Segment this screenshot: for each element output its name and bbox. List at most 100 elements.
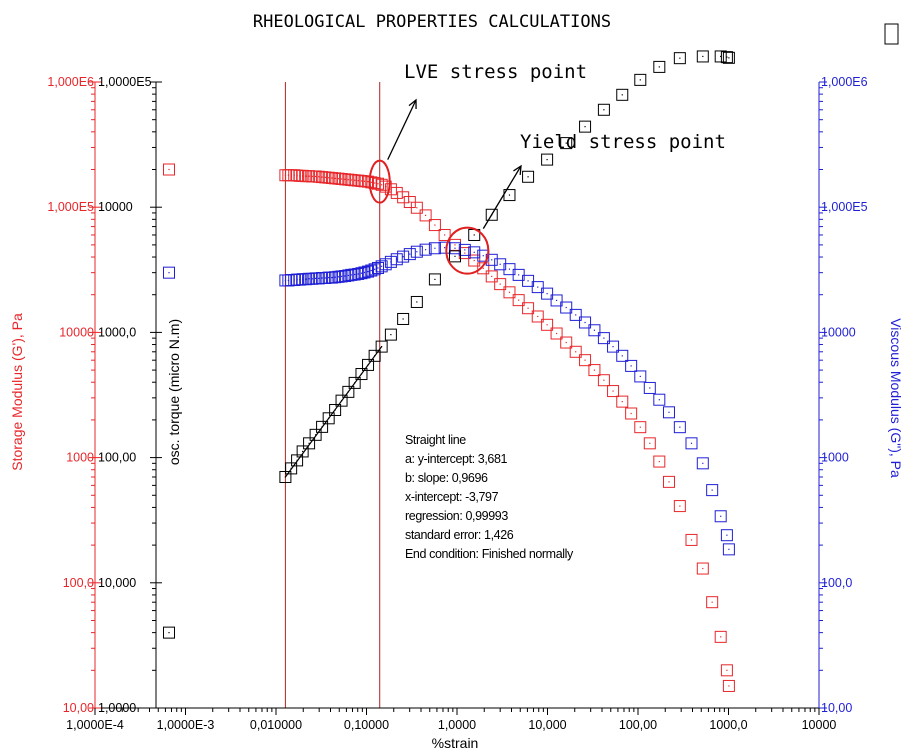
storage-tick-label: 1000 xyxy=(66,451,94,465)
viscous-point xyxy=(362,265,375,278)
torque-point-center xyxy=(603,109,605,111)
torque-point-center xyxy=(416,301,418,303)
storage-point-center xyxy=(337,178,340,180)
storage-point xyxy=(438,228,451,241)
viscous-point-center xyxy=(324,277,326,279)
storage-point-center xyxy=(612,390,614,392)
storage-point xyxy=(720,664,733,677)
viscous-point xyxy=(428,242,441,255)
viscous-point-center xyxy=(593,329,596,331)
storage-point-center xyxy=(305,175,307,177)
storage-tick-label: 10000 xyxy=(59,325,94,339)
torque-point xyxy=(485,208,498,221)
storage-point-center xyxy=(344,178,346,180)
torque-point-center xyxy=(354,382,356,384)
storage-point xyxy=(597,374,610,387)
storage-point-center xyxy=(377,183,379,185)
torque-point xyxy=(329,403,342,416)
viscous-point xyxy=(625,359,638,372)
storage-point-center xyxy=(584,359,586,361)
torque-point-center xyxy=(473,234,475,236)
storage-point-center xyxy=(482,267,484,269)
torque-point-center xyxy=(434,278,436,281)
viscous-point-center xyxy=(305,278,307,280)
viscous-tick-label: 10,00 xyxy=(821,701,852,715)
stats-line: a: y-intercept: 3,681 xyxy=(405,452,508,466)
x-tick-label: 10000 xyxy=(802,718,837,732)
viscous-point xyxy=(560,301,573,314)
torque-tick-label: 10,000 xyxy=(98,576,136,590)
viscous-point-center xyxy=(639,375,641,378)
yield-arrow-head xyxy=(513,164,522,176)
storage-point xyxy=(512,294,525,307)
storage-point-center xyxy=(518,299,520,301)
viscous-point xyxy=(643,381,656,394)
storage-point-center xyxy=(357,180,359,182)
viscous-point-center xyxy=(363,271,366,274)
viscous-point xyxy=(550,294,563,307)
storage-point xyxy=(397,191,410,204)
torque-tick-label: 1000,0 xyxy=(98,325,136,339)
window-control-box[interactable] xyxy=(884,23,899,45)
storage-point-center xyxy=(546,324,548,326)
torque-point xyxy=(597,103,610,116)
lve-arrow-head xyxy=(408,98,417,110)
storage-point-center xyxy=(299,175,301,177)
storage-point-center xyxy=(318,176,320,178)
x-axis-label: %strain xyxy=(432,735,479,751)
storage-point xyxy=(494,278,507,291)
viscous-point xyxy=(722,543,735,556)
viscous-point xyxy=(352,267,365,280)
storage-point-center xyxy=(324,176,326,178)
storage-point xyxy=(485,270,498,283)
storage-point-center xyxy=(328,177,330,179)
viscous-point-center xyxy=(702,462,704,464)
storage-point xyxy=(616,395,629,408)
yield-stress-label: Yield stress point xyxy=(520,131,726,153)
viscous-point xyxy=(541,287,554,300)
storage-point xyxy=(653,455,666,468)
storage-point-center xyxy=(630,412,632,415)
storage-point-center xyxy=(491,275,493,278)
viscous-point-center xyxy=(331,276,333,279)
torque-point-center xyxy=(508,194,511,196)
storage-point-center xyxy=(464,252,466,254)
torque-point xyxy=(362,358,375,371)
viscous-point-center xyxy=(720,515,722,517)
viscous-point-center xyxy=(308,278,310,280)
viscous-point-center xyxy=(318,277,320,279)
stats-line: End condition: Finished normally xyxy=(405,547,574,561)
torque-point xyxy=(348,376,361,389)
viscous-point-center xyxy=(464,249,466,251)
storage-point-center xyxy=(350,179,352,181)
viscous-point-center xyxy=(434,247,436,249)
storage-legend-marker-center xyxy=(168,168,170,171)
torque-point-center xyxy=(360,373,363,375)
lve-highlight-ellipse xyxy=(368,159,391,204)
tick-labels: 10,00 100,0 1000 10000 1,000E5 1,000E6 1,0000 1… xyxy=(47,75,867,732)
torque-point xyxy=(296,445,309,458)
torque-point-center xyxy=(328,417,330,419)
storage-point xyxy=(643,437,656,450)
viscous-point-center xyxy=(315,277,317,279)
viscous-point-center xyxy=(711,489,713,491)
viscous-point xyxy=(662,406,675,419)
torque-point xyxy=(335,394,348,407)
viscous-point xyxy=(375,260,388,273)
viscous-point-center xyxy=(328,276,330,279)
storage-point xyxy=(673,500,686,513)
plot-axes xyxy=(94,82,820,709)
storage-point-center xyxy=(555,332,558,335)
storage-point-center xyxy=(728,685,730,687)
viscous-point xyxy=(403,248,416,261)
storage-point xyxy=(579,354,592,367)
viscous-point-center xyxy=(409,253,411,255)
storage-point-center xyxy=(508,291,511,293)
viscous-tick-label: 1,000E5 xyxy=(821,200,868,214)
stats-line: regression: 0,99993 xyxy=(405,509,508,523)
viscous-point-center xyxy=(728,548,730,550)
torque-point-center xyxy=(527,176,529,178)
storage-point xyxy=(468,254,481,267)
torque-point-center xyxy=(546,158,548,161)
storage-point-center xyxy=(354,179,356,181)
